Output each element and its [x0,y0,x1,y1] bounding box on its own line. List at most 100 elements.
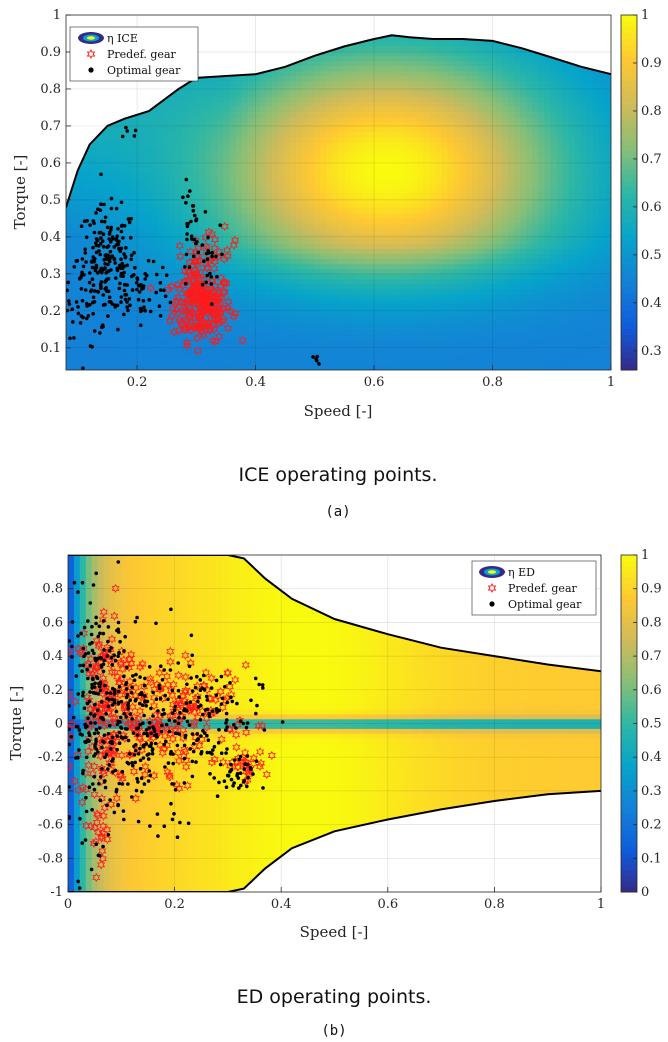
ice-map-cell [108,126,116,133]
ice-map-cell [132,354,140,361]
ice-map-cell [102,243,109,249]
ice-map-cell [96,212,103,219]
ice-map-cell [284,293,291,300]
ice-map-cell [66,319,73,325]
ice-map-cell [374,116,382,123]
ice-map-cell [277,202,285,209]
ice-map-cell [362,217,370,224]
ice-map-cell [66,228,73,234]
ice-map-cell [296,157,303,163]
ice-map-cell [447,202,455,209]
ice-map-cell [489,202,497,209]
ice-map-cell [126,151,134,158]
ice-map-cell [84,273,91,280]
ice-map-cell [604,248,611,254]
ice-map-cell [393,91,400,97]
ice-map-cell [520,96,527,102]
ice-map-cell [344,86,352,92]
ice-map-cell [205,197,212,204]
ice-map-cell [247,253,255,260]
ice-map-cell [429,288,436,295]
ice-map-cell [126,136,134,143]
ice-map-cell [580,96,588,102]
ice-map-cell [477,157,485,163]
ice-map-cell [417,268,424,275]
ice-map-cell [386,283,394,290]
ice-map-cell [447,222,455,229]
ice-map-cell [477,334,485,341]
ice-map-cell [326,288,334,295]
ice-map-cell [66,354,73,361]
ice-map-cell [453,339,461,346]
ice-map-cell [532,319,539,325]
ice-map-cell [138,329,146,336]
ice-map-cell [568,101,576,107]
ice-map-cell [592,167,600,173]
ice-map-cell [205,121,212,128]
ice-map-cell [411,238,418,244]
ice-map-cell [483,324,491,331]
ice-map-cell [150,349,158,356]
ice-map-cell [532,187,539,194]
ice-map-cell [175,258,182,265]
ice-map-cell [550,91,558,97]
ice-map-cell [132,314,140,320]
ice-map-cell [471,263,479,270]
ice-map-cell [126,314,134,320]
ice-map-cell [471,359,479,366]
ice-map-cell [556,304,564,310]
ice-map-cell [580,202,588,209]
ice-map-cell [465,324,473,331]
ice-map-cell [302,167,309,173]
ice-map-cell [574,167,582,173]
ice-map-cell [193,116,200,123]
ice-map-cell [441,324,449,331]
ice-map-cell [502,141,509,148]
ice-map-cell [586,182,594,189]
ice-map-cell [368,299,376,305]
ice-map-cell [265,182,273,189]
ice-map-cell [441,243,449,249]
ice-map-cell [138,157,146,163]
ice-map-cell [308,116,315,123]
ice-map-cell [453,111,461,118]
ice-map-cell [592,359,600,366]
ice-map-cell [78,172,85,178]
ice-map-cell [417,197,424,204]
ice-map-cell [332,212,340,219]
ice-map-cell [326,304,334,310]
ice-map-cell [368,177,376,183]
ice-map-cell [399,157,406,163]
ice-map-cell [374,283,382,290]
ice-map-cell [96,263,103,270]
ice-map-cell [417,258,424,265]
ice-map-cell [168,106,176,112]
ice-map-cell [471,212,479,219]
ice-map-cell [350,309,358,315]
ice-map-cell [162,349,170,356]
ice-map-cell [399,141,406,148]
ice-map-cell [144,172,152,178]
ice-map-cell [532,309,539,315]
ice-map-cell [277,121,285,128]
ice-map-cell [368,273,376,280]
ice-map-cell [393,228,400,234]
ice-map-cell [150,329,158,336]
ice-map-cell [465,172,473,178]
ice-map-cell [253,187,261,194]
ice-map-cell [247,197,255,204]
ice-map-cell [290,288,297,295]
ice-map-cell [247,243,255,249]
ice-map-cell [544,253,552,260]
ice-map-cell [211,238,218,244]
ice-map-cell [532,172,539,178]
ice-map-cell [580,177,588,183]
ice-map-cell [368,101,376,107]
ice-map-cell [320,126,327,133]
ice-map-cell [290,248,297,254]
ice-map-cell [520,151,527,158]
ice-map-cell [84,177,91,183]
ice-map-cell [205,101,212,107]
ice-map-cell [72,319,79,325]
ice-map-cell [550,172,558,178]
